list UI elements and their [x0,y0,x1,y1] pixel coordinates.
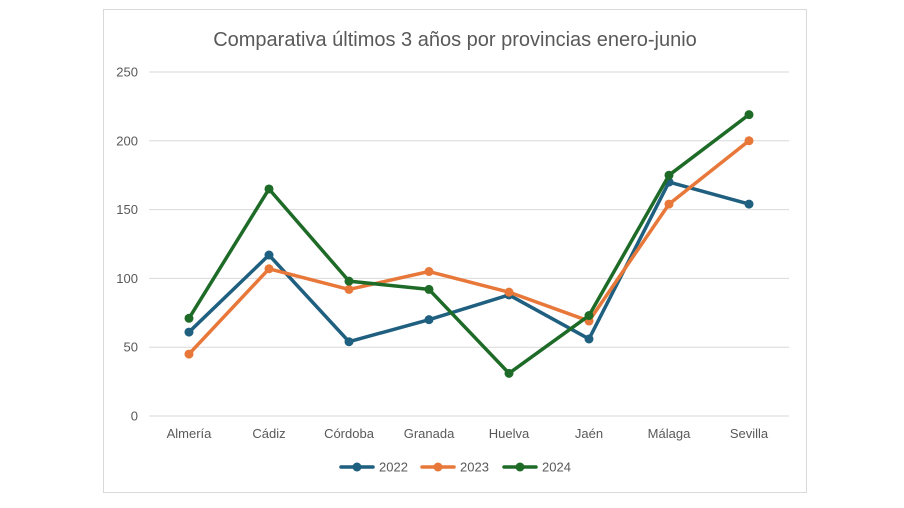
legend-label: 2023 [460,460,489,475]
data-point [344,284,354,294]
legend-point-marker [515,462,525,472]
x-axis-ticks: Almería Cádiz Córdoba Granada Huelva Jaén Mála… [167,426,769,441]
legend-point-marker [433,462,443,472]
data-point [584,311,594,321]
data-point [504,368,514,378]
data-point [504,287,514,297]
y-axis-ticks: 0 50 100 150 200 250 [116,65,138,424]
legend: 2022 2023 2024 [339,460,571,475]
data-point [744,199,754,209]
series-lines [184,110,754,378]
y-tick-label: 150 [116,202,138,217]
gridlines [149,71,789,417]
x-tick-label: Almería [167,426,213,441]
series-2023 [184,136,754,359]
series-2024 [184,110,754,378]
legend-item: 2024 [502,460,571,475]
data-point [184,313,194,323]
chart-title: Comparativa últimos 3 años por provincia… [213,29,697,51]
legend-point-marker [352,462,362,472]
x-tick-label: Sevilla [730,426,769,441]
data-point [264,264,274,274]
data-point [744,110,754,120]
data-point [664,170,674,180]
y-tick-label: 50 [124,340,138,355]
y-tick-label: 200 [116,133,138,148]
data-point [184,349,194,359]
legend-label: 2024 [542,460,571,475]
legend-item: 2023 [420,460,489,475]
data-point [264,250,274,260]
legend-item: 2022 [339,460,408,475]
series-line [187,180,751,344]
data-point [264,184,274,194]
data-point [584,334,594,344]
data-point [424,315,434,325]
x-tick-label: Huelva [489,426,530,441]
data-point [664,199,674,209]
chart-frame: Comparativa últimos 3 años por provincia… [103,9,807,493]
y-tick-label: 250 [116,65,138,80]
series-line [187,112,751,376]
x-tick-label: Cádiz [252,426,285,441]
x-tick-label: Málaga [648,426,691,441]
data-point [744,136,754,146]
data-point [184,327,194,337]
series-line [187,139,751,356]
y-tick-label: 0 [131,409,138,424]
data-point [344,337,354,347]
x-tick-label: Jaén [575,426,603,441]
x-tick-label: Córdoba [324,426,375,441]
y-tick-label: 100 [116,271,138,286]
legend-label: 2022 [379,460,408,475]
line-chart: Comparativa últimos 3 años por provincia… [116,29,789,475]
x-tick-label: Granada [404,426,455,441]
data-point [344,276,354,286]
data-point [424,284,434,294]
data-point [424,267,434,277]
